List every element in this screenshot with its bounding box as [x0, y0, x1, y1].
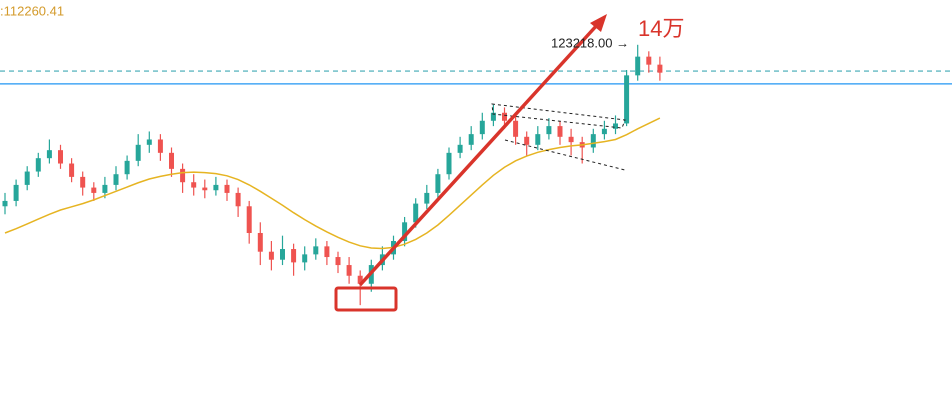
- body: [446, 152, 452, 175]
- body: [524, 136, 530, 145]
- high-label: 123218.00 →: [551, 35, 629, 50]
- plot: [0, 44, 952, 306]
- body: [457, 144, 463, 153]
- body: [313, 246, 319, 255]
- body: [191, 182, 197, 188]
- body: [646, 56, 652, 65]
- body: [657, 64, 663, 73]
- body: [479, 120, 485, 135]
- body: [91, 187, 97, 193]
- body: [346, 265, 352, 276]
- body: [257, 232, 263, 252]
- body: [202, 187, 208, 191]
- target-label: 14万: [638, 16, 684, 41]
- body: [613, 123, 618, 129]
- body: [468, 134, 474, 145]
- trend-arrow: [358, 22, 600, 287]
- body: [35, 158, 41, 172]
- body: [180, 168, 186, 183]
- body: [224, 184, 230, 193]
- body: [80, 176, 86, 188]
- body: [113, 174, 119, 185]
- body: [357, 275, 363, 284]
- body: [135, 144, 141, 161]
- body: [424, 192, 430, 204]
- body: [335, 257, 341, 266]
- body: [213, 184, 219, 191]
- body: [624, 75, 630, 124]
- low-box: [334, 286, 398, 312]
- body: [246, 206, 252, 233]
- body: [557, 126, 563, 137]
- body: [502, 112, 507, 121]
- moving-average: [4, 117, 661, 250]
- body: [601, 128, 607, 135]
- body: [435, 174, 441, 193]
- body: [280, 249, 285, 260]
- ma-readout: :112260.41: [0, 3, 64, 18]
- body: [146, 139, 152, 145]
- body: [413, 203, 419, 223]
- body: [46, 150, 52, 159]
- body: [58, 150, 63, 164]
- body: [268, 251, 274, 260]
- body: [402, 222, 408, 242]
- body: [513, 120, 519, 137]
- body: [535, 134, 541, 145]
- body: [124, 160, 130, 175]
- body: [13, 184, 19, 201]
- body: [635, 56, 641, 76]
- body: [546, 126, 552, 135]
- body: [324, 246, 330, 258]
- body: [291, 249, 297, 263]
- arrow-head: [590, 14, 607, 32]
- body: [157, 139, 163, 153]
- body: [2, 200, 8, 207]
- body: [169, 152, 174, 169]
- body: [302, 254, 308, 263]
- body: [102, 184, 108, 193]
- body: [568, 136, 574, 143]
- body: [235, 192, 241, 207]
- body: [490, 112, 496, 121]
- body: [69, 163, 75, 177]
- body: [590, 134, 596, 148]
- channel-bottom: [504, 139, 626, 171]
- body: [24, 171, 30, 185]
